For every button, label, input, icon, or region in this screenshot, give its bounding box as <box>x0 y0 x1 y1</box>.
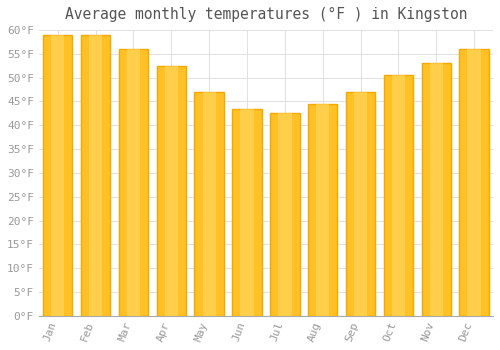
Bar <box>232 108 262 316</box>
Bar <box>194 92 224 316</box>
Bar <box>392 75 405 316</box>
Bar <box>346 92 376 316</box>
Bar <box>89 35 102 316</box>
Bar <box>270 113 300 316</box>
Bar <box>240 108 254 316</box>
Bar <box>384 75 413 316</box>
Bar <box>354 92 367 316</box>
Bar <box>316 104 330 316</box>
Bar <box>43 35 72 316</box>
Bar <box>118 49 148 316</box>
Bar <box>164 66 178 316</box>
Bar <box>278 113 291 316</box>
Bar <box>430 63 443 316</box>
Bar <box>308 104 338 316</box>
Bar <box>202 92 216 316</box>
Bar <box>81 35 110 316</box>
Title: Average monthly temperatures (°F ) in Kingston: Average monthly temperatures (°F ) in Ki… <box>64 7 467 22</box>
Bar <box>460 49 489 316</box>
Bar <box>156 66 186 316</box>
Bar <box>468 49 481 316</box>
Bar <box>422 63 451 316</box>
Bar <box>51 35 64 316</box>
Bar <box>127 49 140 316</box>
